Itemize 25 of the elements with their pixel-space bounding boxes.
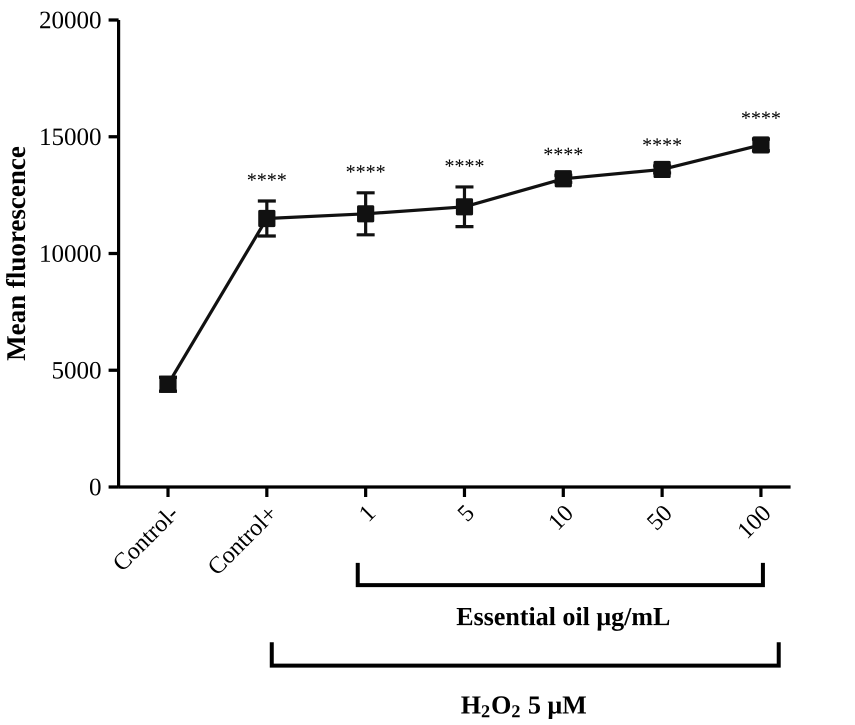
x-tick-label: 10 — [550, 506, 572, 530]
y-tick-label: 15000 — [41, 128, 101, 146]
point — [357, 205, 374, 222]
x-tick-label: 5 — [457, 504, 474, 522]
text: Essential oil μg/mL — [456, 607, 670, 631]
x-tick-label: 100 — [738, 506, 770, 538]
y-tick-label: 20000 — [40, 12, 101, 28]
point — [654, 160, 671, 178]
y-tick-label: 5000 — [52, 362, 101, 379]
y-tick-label: 0 — [90, 478, 101, 496]
y-axis-title: Mean fluorescence — [6, 146, 26, 360]
x-tick-label: 50 — [646, 506, 671, 530]
annotation: **** — [643, 138, 682, 146]
point — [456, 198, 474, 216]
point — [752, 136, 770, 154]
point — [258, 210, 276, 228]
point — [554, 170, 572, 188]
text: H$_{2}$O$_{2}$ 5 μM — [461, 696, 586, 720]
annotation: **** — [544, 148, 582, 156]
annotation: **** — [346, 165, 385, 173]
y-tick-label: 10000 — [41, 245, 101, 262]
annotation: **** — [445, 159, 484, 167]
x-tick-label: 1 — [360, 506, 376, 522]
annotation: **** — [742, 112, 780, 119]
annotation: **** — [248, 173, 286, 181]
